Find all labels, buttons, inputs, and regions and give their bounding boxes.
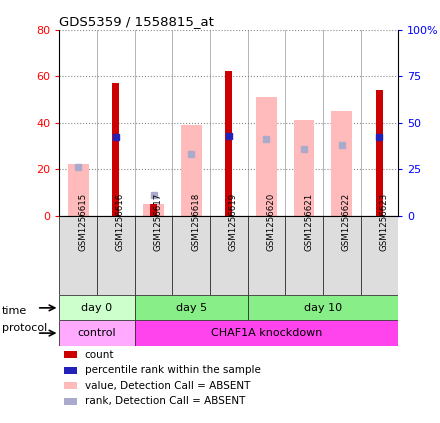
Bar (323, 216, 360, 295)
Text: control: control (78, 328, 116, 338)
Bar (65, 398, 77, 405)
Text: rank, Detection Call = ABSENT: rank, Detection Call = ABSENT (85, 396, 245, 407)
Text: percentile rank within the sample: percentile rank within the sample (85, 365, 260, 375)
Bar (360, 216, 398, 295)
Text: value, Detection Call = ABSENT: value, Detection Call = ABSENT (85, 381, 250, 391)
Bar (65, 367, 77, 374)
Bar (59, 321, 135, 346)
Text: GSM1256620: GSM1256620 (267, 193, 275, 251)
Bar (135, 216, 172, 295)
Bar (135, 321, 398, 346)
Bar (65, 382, 77, 389)
Text: CHAF1A knockdown: CHAF1A knockdown (211, 328, 322, 338)
Text: day 0: day 0 (81, 303, 113, 313)
Bar (210, 216, 248, 295)
Text: GSM1256623: GSM1256623 (379, 193, 389, 251)
Bar (172, 216, 210, 295)
Text: GSM1256617: GSM1256617 (154, 193, 162, 251)
Bar (181, 125, 202, 216)
Bar (150, 204, 157, 216)
Text: day 10: day 10 (304, 303, 342, 313)
Bar (225, 71, 232, 216)
Text: GSM1256622: GSM1256622 (342, 193, 351, 251)
Text: day 5: day 5 (176, 303, 207, 313)
Bar (256, 97, 277, 216)
Bar (248, 295, 398, 321)
Bar (143, 204, 164, 216)
Text: count: count (85, 350, 114, 360)
Bar (68, 165, 88, 216)
Bar (59, 295, 135, 321)
Text: GSM1256618: GSM1256618 (191, 193, 200, 251)
Text: GDS5359 / 1558815_at: GDS5359 / 1558815_at (59, 16, 214, 28)
Text: GSM1256616: GSM1256616 (116, 193, 125, 251)
Bar (65, 351, 77, 358)
Bar (135, 295, 248, 321)
Text: time: time (2, 306, 27, 316)
Bar (294, 120, 315, 216)
Bar (97, 216, 135, 295)
Bar (59, 216, 97, 295)
Bar (285, 216, 323, 295)
Text: GSM1256619: GSM1256619 (229, 193, 238, 251)
Bar (376, 90, 383, 216)
Bar (331, 111, 352, 216)
Text: protocol: protocol (2, 323, 48, 333)
Bar (113, 83, 119, 216)
Text: GSM1256615: GSM1256615 (78, 193, 87, 251)
Bar (248, 216, 285, 295)
Text: GSM1256621: GSM1256621 (304, 193, 313, 251)
